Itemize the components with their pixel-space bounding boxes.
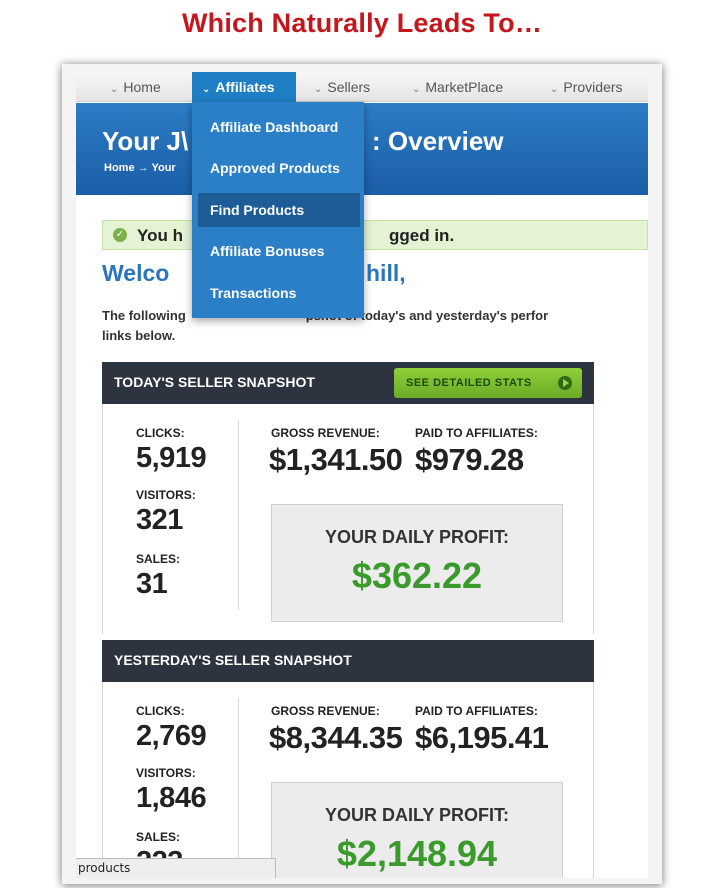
today-gross-value: $1,341.50 — [269, 442, 403, 477]
menu-item-approved-products[interactable]: Approved Products — [210, 160, 340, 176]
success-text-tail: gged in. — [389, 226, 455, 245]
affiliates-dropdown-menu: Affiliate Dashboard Approved Products Fi… — [192, 102, 364, 318]
yesterday-gross-value: $8,344.35 — [269, 720, 403, 755]
today-snapshot-title: TODAY'S SELLER SNAPSHOT — [114, 374, 315, 390]
menu-item-affiliate-dashboard[interactable]: Affiliate Dashboard — [210, 119, 339, 135]
breadcrumb[interactable]: Home → Your — [104, 162, 176, 174]
nav-marketplace-label: MarketPlace — [425, 79, 504, 95]
nav-providers[interactable]: ⌄ Providers — [550, 72, 623, 102]
nav-home-label: Home — [123, 79, 161, 95]
intro-line2: links below. — [102, 328, 176, 343]
browser-status-bar: products — [76, 858, 276, 878]
menu-item-transactions[interactable]: Transactions — [210, 285, 297, 301]
today-sales-label: SALES: — [136, 552, 181, 566]
today-visitors-label: VISITORS: — [136, 488, 196, 502]
chevron-down-icon: ⌄ — [202, 84, 211, 95]
menu-item-find-products[interactable]: Find Products — [198, 193, 360, 227]
column-divider — [238, 420, 239, 610]
page-title: Your J\ — [102, 126, 189, 156]
yesterday-snapshot-title: YESTERDAY'S SELLER SNAPSHOT — [114, 652, 352, 668]
chevron-down-icon: ⌄ — [412, 84, 421, 95]
yesterday-snapshot-header: YESTERDAY'S SELLER SNAPSHOT — [102, 640, 594, 682]
yesterday-paid-label: PAID TO AFFILIATES: — [415, 704, 538, 718]
today-visitors-value: 321 — [136, 504, 183, 536]
today-sales-value: 31 — [136, 568, 168, 600]
chevron-down-icon: ⌄ — [110, 84, 119, 95]
welcome-heading-tail: hill, — [366, 260, 406, 286]
today-snapshot-body: CLICKS: 5,919 VISITORS: 321 SALES: 31 GR… — [102, 404, 594, 634]
check-icon: ✓ — [113, 228, 127, 242]
browser-screenshot: ⌄ Home ⌄ Affiliates ⌄ Sellers ⌄ MarketPlace … — [76, 72, 648, 878]
today-paid-value: $979.28 — [415, 442, 524, 477]
today-paid-label: PAID TO AFFILIATES: — [415, 426, 538, 440]
nav-marketplace[interactable]: ⌄ MarketPlace — [412, 72, 503, 102]
login-success-message: ✓ You h gged in. — [102, 220, 648, 250]
nav-affiliates-label: Affiliates — [215, 79, 275, 95]
nav-affiliates[interactable]: ⌄ Affiliates — [192, 72, 296, 104]
top-navigation: ⌄ Home ⌄ Affiliates ⌄ Sellers ⌄ MarketPlace … — [76, 72, 648, 104]
success-text: You h — [137, 226, 183, 245]
welcome-heading: Welco — [102, 260, 170, 286]
column-divider — [238, 698, 239, 878]
today-gross-label: GROSS REVENUE: — [271, 426, 380, 440]
yesterday-sales-label: SALES: — [136, 830, 181, 844]
chevron-down-icon: ⌄ — [314, 84, 323, 95]
today-profit-label: YOUR DAILY PROFIT: — [324, 527, 510, 547]
yesterday-profit-value: $2,148.94 — [336, 833, 498, 874]
yesterday-profit-label: YOUR DAILY PROFIT: — [324, 805, 510, 825]
today-clicks-label: CLICKS: — [136, 426, 185, 440]
yesterday-visitors-label: VISITORS: — [136, 766, 196, 780]
today-profit-box: YOUR DAILY PROFIT: $362.22 — [271, 504, 563, 622]
see-detailed-stats-label: SEE DETAILED STATS — [406, 377, 532, 389]
yesterday-paid-value: $6,195.41 — [415, 720, 549, 755]
intro-line1-start: The following — [102, 308, 186, 323]
chevron-down-icon: ⌄ — [550, 84, 559, 95]
today-snapshot-header: TODAY'S SELLER SNAPSHOT SEE DETAILED STA… — [102, 362, 594, 404]
today-profit-value: $362.22 — [351, 555, 483, 596]
nav-providers-label: Providers — [563, 79, 623, 95]
menu-item-affiliate-bonuses[interactable]: Affiliate Bonuses — [210, 243, 325, 259]
nav-home[interactable]: ⌄ Home — [110, 72, 161, 102]
yesterday-clicks-label: CLICKS: — [136, 704, 185, 718]
yesterday-visitors-value: 1,846 — [136, 782, 207, 814]
page-title-tail: : Overview — [372, 126, 504, 156]
nav-sellers-label: Sellers — [327, 79, 371, 95]
intro-text: The following pshot of today's and yester… — [102, 306, 648, 346]
slide-heading: Which Naturally Leads To… — [181, 8, 543, 38]
arrow-right-icon — [558, 376, 572, 390]
nav-sellers[interactable]: ⌄ Sellers — [314, 72, 370, 102]
yesterday-gross-label: GROSS REVENUE: — [271, 704, 380, 718]
yesterday-clicks-value: 2,769 — [136, 720, 207, 752]
yesterday-profit-box: YOUR DAILY PROFIT: $2,148.94 — [271, 782, 563, 878]
yesterday-snapshot-body: CLICKS: 2,769 VISITORS: 1,846 SALES: 223… — [102, 682, 594, 878]
see-detailed-stats-button[interactable]: SEE DETAILED STATS — [394, 368, 582, 398]
intro-line1-end: pshot of today's and yesterday's perfor — [305, 308, 549, 323]
today-clicks-value: 5,919 — [136, 442, 207, 474]
